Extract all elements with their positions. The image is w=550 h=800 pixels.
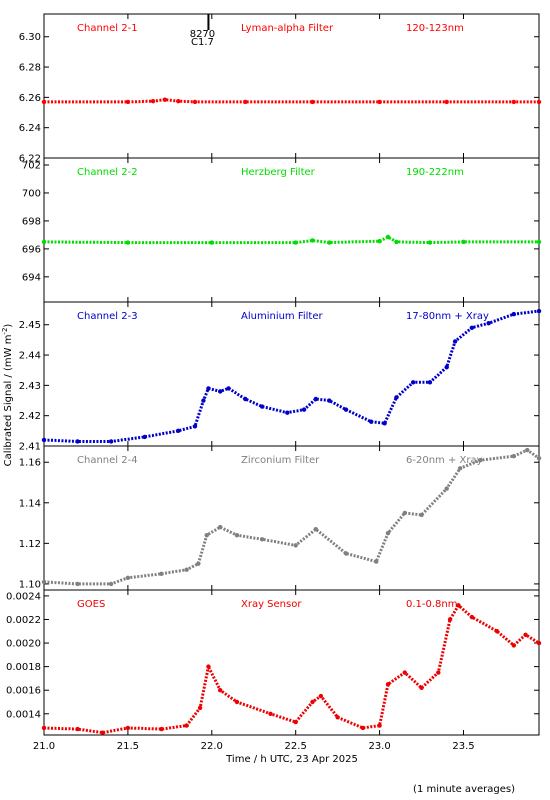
panel-band-label: 190-222nm [406, 167, 464, 178]
x-tick-label: 23.5 [452, 741, 474, 752]
panel-channel-label: Channel 2-1 [77, 23, 138, 34]
y-tick-label: 6.30 [19, 32, 41, 43]
panel-channel-label: Channel 2-3 [77, 311, 138, 322]
y-tick-label: 1.16 [19, 458, 41, 469]
flare-marker-number: 8270 [190, 29, 215, 40]
panel-filter-label: Zirconium Filter [241, 455, 320, 466]
y-tick-label: 696 [22, 244, 41, 255]
averaging-footnote: (1 minute averages) [413, 784, 515, 795]
panel-5: 0.0014 0.0016 0.0018 0.0020 0.0022 0.0024 GOES… [6, 589, 542, 736]
panel-channel-label: Channel 2-4 [77, 455, 138, 466]
data-point [536, 455, 542, 461]
y-tick-label: 2.44 [19, 351, 41, 362]
x-axis-title: Time / h UTC, 23 Apr 2025 [225, 754, 358, 765]
y-axis-title-main: Calibrated Signal / (mW m [3, 335, 14, 467]
y-tick-label: 0.0018 [6, 662, 41, 673]
y-tick-label: 6.22 [19, 154, 41, 165]
x-tick-label: 21.0 [33, 741, 55, 752]
y-tick-label: 1.12 [19, 539, 41, 550]
y-axis-title: Calibrated Signal / (mW m-2) [1, 324, 14, 467]
panel-band-label: 17-80nm + Xray [406, 311, 489, 322]
panel-frame [43, 589, 540, 736]
y-tick-label: 0.0014 [6, 709, 41, 720]
y-axis-title-close: ) [3, 324, 14, 328]
series-trace [43, 603, 540, 735]
y-tick-label: 0.0022 [6, 615, 41, 626]
panel-filter-label: Lyman-alpha Filter [241, 23, 334, 34]
panel-channel-label: Channel 2-2 [77, 167, 138, 178]
series-trace [44, 448, 540, 586]
y-tick-label: 702 [22, 160, 41, 171]
y-axis-title-sup: -2 [1, 328, 9, 335]
x-tick-label: 23.0 [368, 741, 390, 752]
panel-4: 1.10 1.12 1.14 1.16 Channel 2-4 Zirconium Fil… [19, 445, 542, 591]
y-tick-label: 700 [22, 188, 41, 199]
x-tick-label: 21.5 [117, 741, 139, 752]
y-tick-label: 0.0024 [6, 591, 41, 602]
data-point [536, 239, 542, 245]
chart-panels: 6.22 6.24 6.26 6.28 6.30 Channel 2-1 Lyman-alp… [6, 13, 542, 736]
data-point [536, 308, 542, 314]
y-tick-label: 1.14 [19, 498, 41, 509]
y-tick-label: 698 [22, 216, 41, 227]
y-tick-label: 6.24 [19, 123, 41, 134]
series-trace [44, 235, 539, 245]
y-tick-label: 2.45 [19, 320, 41, 331]
panel-filter-label: Herzberg Filter [241, 167, 316, 178]
y-tick-label: 6.26 [19, 93, 41, 104]
panel-band-label: 120-123nm [406, 23, 464, 34]
y-tick-label: 1.10 [19, 579, 41, 590]
panel-3: 2.41 2.42 2.43 2.44 2.45 Channel 2-3 Aluminium… [19, 301, 542, 453]
flare-marker: 8270 C1.7 [190, 14, 215, 48]
panel-band-label: 0.1-0.8nm [406, 599, 458, 610]
panel-filter-label: Aluminium Filter [241, 311, 324, 322]
series-trace [44, 98, 539, 104]
x-tick-label: 22.0 [201, 741, 223, 752]
y-tick-label: 2.43 [19, 381, 41, 392]
y-tick-label: 0.0016 [6, 686, 41, 697]
y-tick-label: 6.28 [19, 63, 41, 74]
panel-channel-label: GOES [77, 599, 105, 610]
flare-marker-class: C1.7 [191, 37, 214, 48]
series-trace [43, 309, 539, 443]
x-axis: 21.0 21.5 22.0 22.5 23.0 23.5 [33, 741, 475, 752]
panel-filter-label: Xray Sensor [241, 599, 302, 610]
y-tick-label: 2.42 [19, 411, 41, 422]
panel-band-label: 6-20nm + Xray [406, 455, 483, 466]
x-tick-label: 22.5 [285, 741, 307, 752]
y-tick-label: 694 [22, 272, 41, 283]
y-tick-label: 2.41 [19, 442, 41, 453]
y-tick-label: 0.0020 [6, 639, 41, 650]
